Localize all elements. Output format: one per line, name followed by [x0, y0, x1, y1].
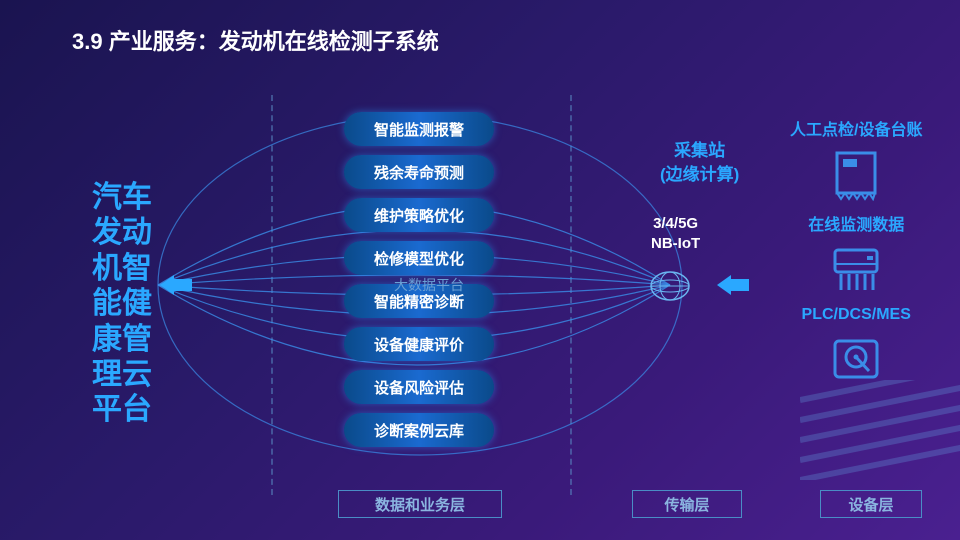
tech-line1: 3/4/5G — [651, 214, 700, 234]
hdd-icon — [826, 333, 886, 385]
collect-line1: 采集站 — [660, 139, 739, 163]
pill-3: 检修模型优化 — [344, 241, 494, 275]
printer-icon — [826, 244, 886, 296]
pill-5: 设备健康评价 — [344, 327, 494, 361]
right-items-column: 人工点检/设备台账在线监测数据 PLC/DCS/MES — [790, 116, 922, 389]
pill-6: 设备风险评估 — [344, 370, 494, 404]
bottom-layer-label-2: 设备层 — [820, 490, 922, 518]
pill-7: 诊断案例云库 — [344, 413, 494, 447]
right-item-label-1: 在线监测数据 — [808, 211, 904, 235]
stripes-decoration — [800, 380, 960, 480]
pill-1: 残余寿命预测 — [344, 155, 494, 189]
left-platform-title: 汽车发动机智能健康管理云平台 — [92, 180, 152, 428]
globe-icon — [649, 265, 691, 307]
bottom-layer-label-0: 数据和业务层 — [338, 490, 502, 518]
center-platform-label: 大数据平台 — [394, 275, 464, 295]
arrow-right-block-icon — [717, 275, 749, 295]
right-item-label-2: PLC/DCS/MES — [802, 306, 911, 324]
page-title: 3.9 产业服务：发动机在线检测子系统 — [72, 24, 439, 56]
divider-1 — [271, 95, 273, 495]
arrow-left-icon — [160, 275, 192, 295]
pill-0: 智能监测报警 — [344, 112, 494, 146]
tech-label: 3/4/5G NB-IoT — [651, 214, 700, 255]
divider-2 — [570, 95, 572, 495]
collect-station-label: 采集站 (边缘计算) — [660, 139, 739, 187]
document-icon — [826, 149, 886, 201]
tech-line2: NB-IoT — [651, 234, 700, 254]
pill-2: 维护策略优化 — [344, 198, 494, 232]
collect-line2: (边缘计算) — [660, 163, 739, 187]
right-item-label-0: 人工点检/设备台账 — [790, 116, 922, 140]
bottom-layer-label-1: 传输层 — [632, 490, 742, 518]
